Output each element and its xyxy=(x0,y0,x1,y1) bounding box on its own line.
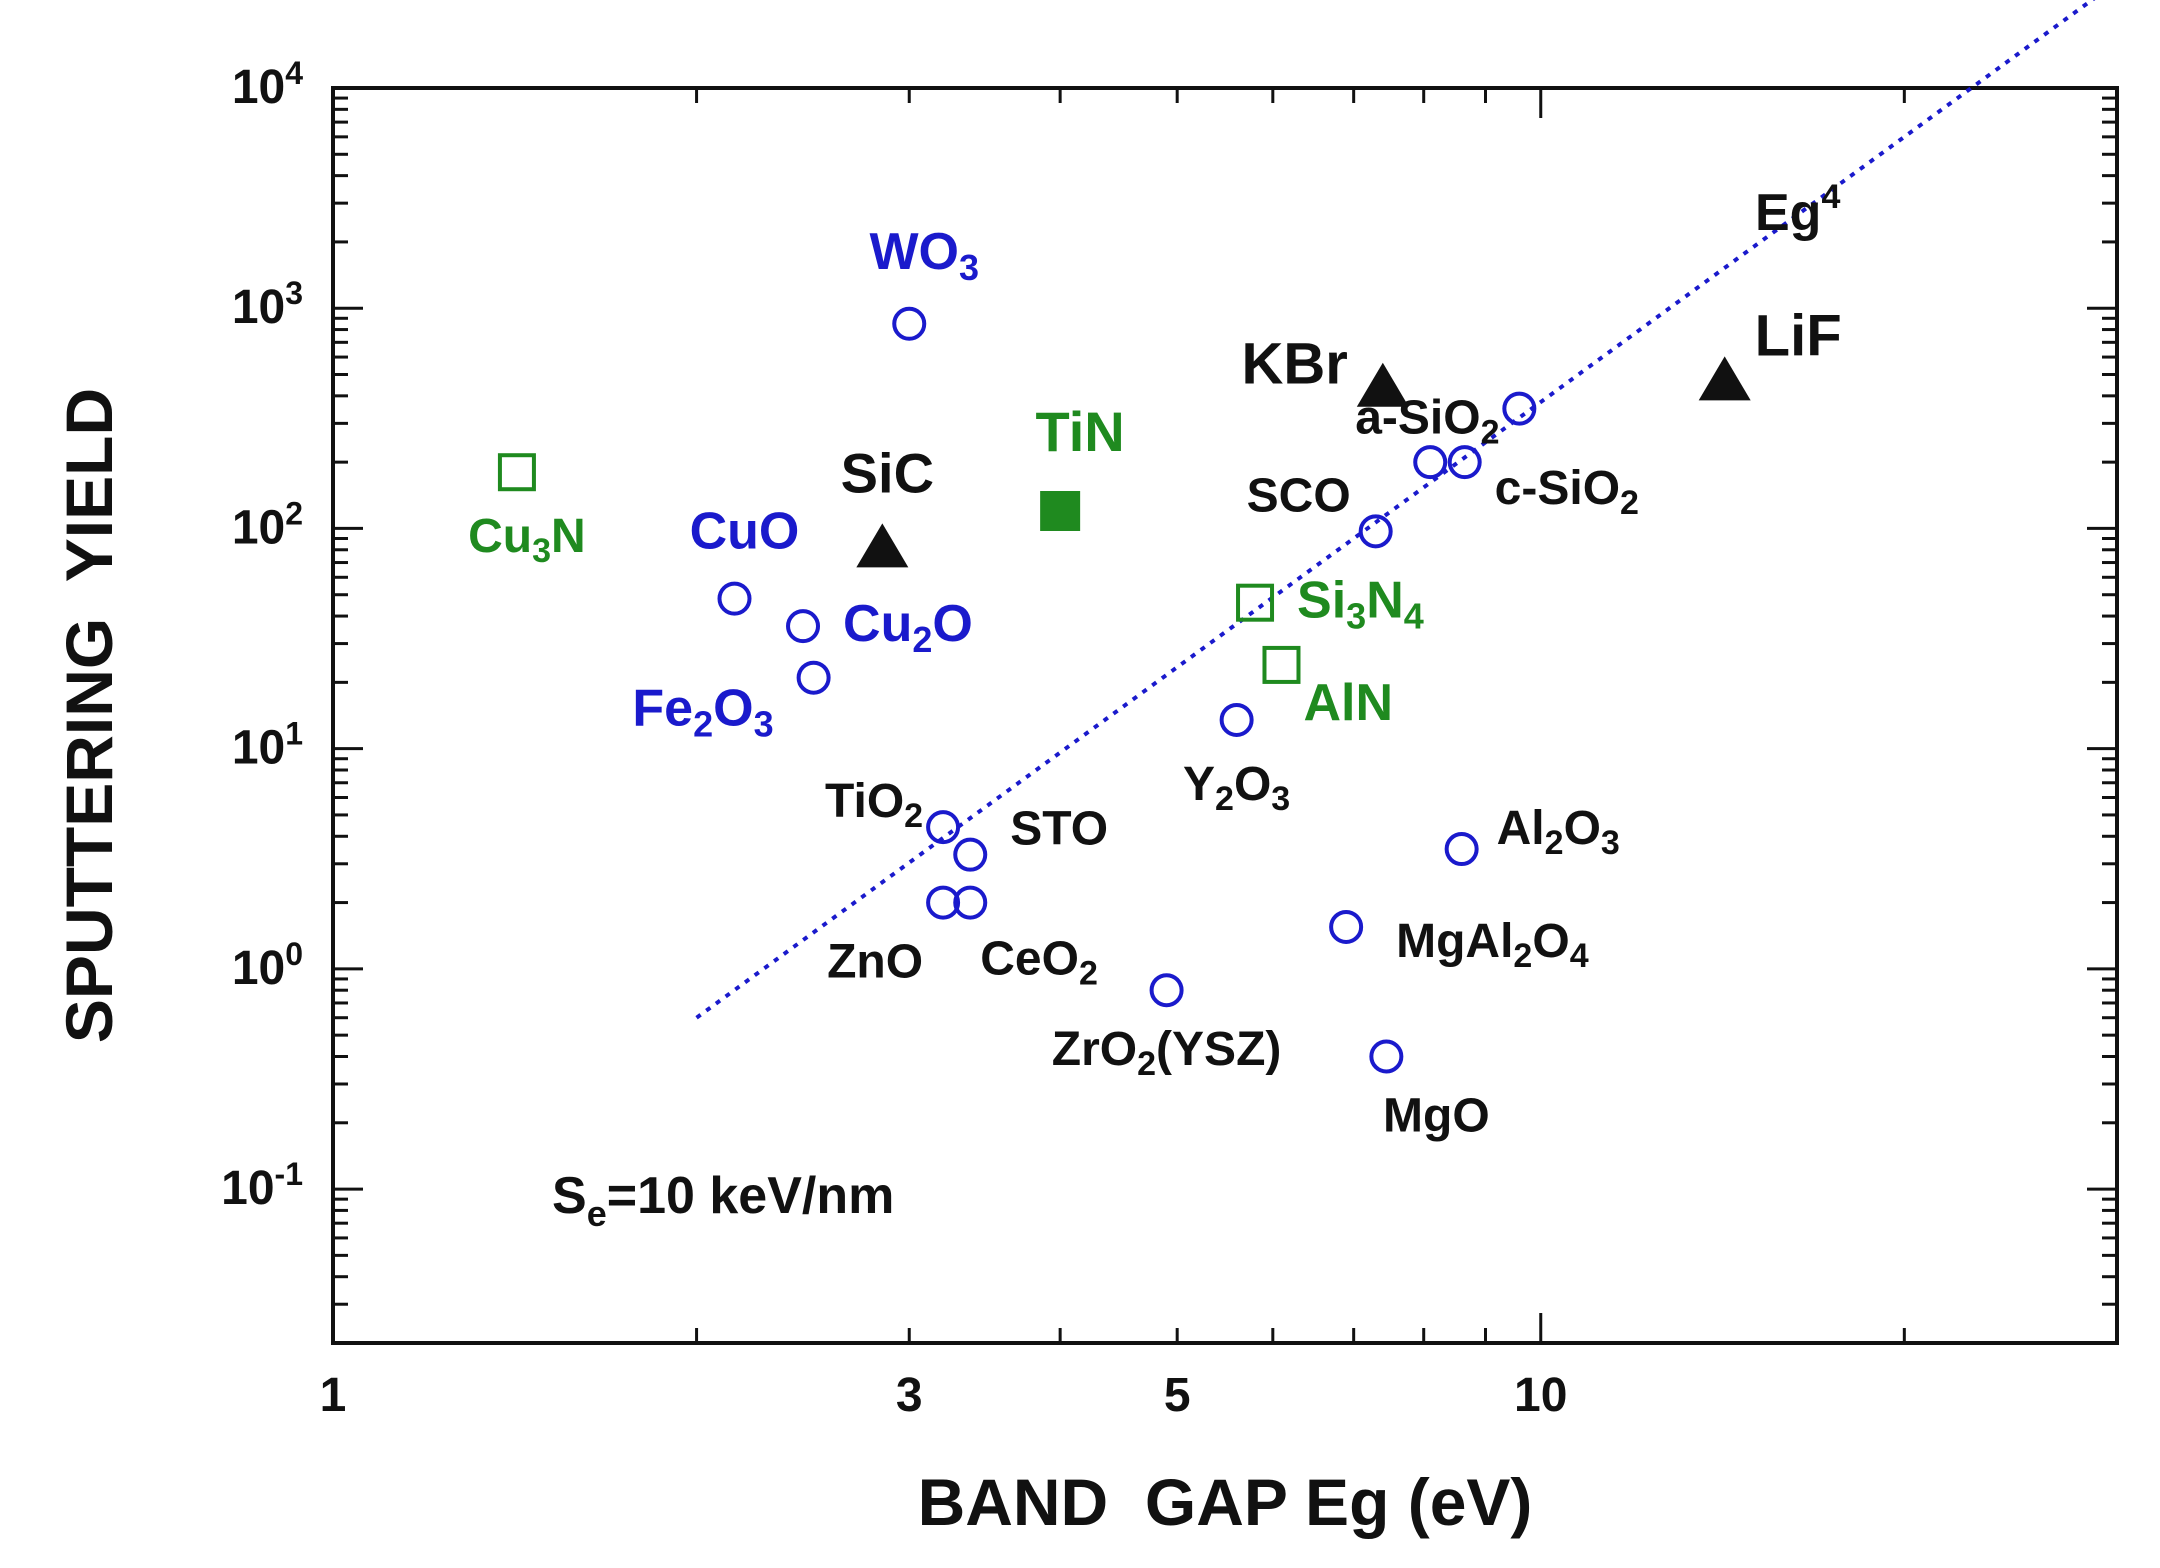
x-tick-label: 5 xyxy=(1164,1369,1191,1422)
x-axis-title: BAND GAP Eg (eV) xyxy=(918,1465,1533,1539)
data-point xyxy=(1262,645,1301,684)
data-point xyxy=(1236,583,1275,622)
data-point xyxy=(1369,1039,1404,1074)
data-point xyxy=(892,306,927,341)
series-open-square: Cu3N Si3N4 AlN xyxy=(468,453,1424,732)
data-label: LiF xyxy=(1755,303,1842,368)
data-label: SCO xyxy=(1247,469,1351,522)
series-filled-square: TiN xyxy=(1036,400,1125,531)
series-open-circle: WO3 CuO Cu2O Fe2O3 TiO2 STO ZnO CeO2 ZrO2(YSZ) Y2… xyxy=(632,223,1639,1143)
data-point xyxy=(497,453,536,492)
data-label: Si3N4 xyxy=(1297,572,1424,637)
data-label: c-SiO2 xyxy=(1495,462,1639,522)
data-label: KBr xyxy=(1241,332,1347,397)
data-label: Y2O3 xyxy=(1183,758,1290,818)
data-label: TiN xyxy=(1036,400,1125,463)
data-point xyxy=(856,523,909,568)
data-label: Fe2O3 xyxy=(632,680,773,745)
data-label: STO xyxy=(1010,803,1108,856)
data-label: ZnO xyxy=(827,936,923,989)
data-label: Al2O3 xyxy=(1497,802,1620,862)
y-tick-label: 10-1 xyxy=(221,1156,303,1215)
data-label: WO3 xyxy=(869,223,979,288)
y-axis-ticks xyxy=(333,96,2117,1345)
fit-line-label: Eg4 xyxy=(1755,178,1840,242)
x-tick-label: 3 xyxy=(896,1369,923,1422)
data-label: CeO2 xyxy=(980,933,1098,993)
data-point xyxy=(953,885,988,920)
data-point xyxy=(1356,362,1409,407)
data-point xyxy=(1502,391,1537,426)
data-point xyxy=(926,885,961,920)
data-label: AlN xyxy=(1303,674,1393,732)
data-label: TiO2 xyxy=(825,775,923,835)
y-tick-label: 104 xyxy=(232,55,303,114)
data-point xyxy=(717,581,752,616)
data-label: Cu3N xyxy=(468,510,586,570)
fit-line xyxy=(695,0,2096,1020)
data-point xyxy=(1329,909,1364,944)
data-point xyxy=(1358,514,1393,549)
series-filled-triangle: SiC KBr LiF xyxy=(841,303,1842,568)
data-point xyxy=(796,660,831,695)
x-axis-ticks xyxy=(331,88,2119,1343)
data-label: MgAl2O4 xyxy=(1396,915,1589,975)
plot-frame xyxy=(331,86,2119,1345)
data-label: MgO xyxy=(1383,1089,1490,1142)
data-point xyxy=(1698,356,1751,401)
y-tick-label: 102 xyxy=(232,495,303,554)
data-point xyxy=(786,609,821,644)
data-point xyxy=(1149,973,1184,1008)
data-label: Cu2O xyxy=(843,595,973,660)
data-label: ZrO2(YSZ) xyxy=(1052,1023,1282,1083)
data-point xyxy=(1040,490,1081,531)
y-tick-label: 101 xyxy=(232,715,303,774)
data-point xyxy=(953,837,988,872)
condition-label: Se=10 keV/nm xyxy=(552,1167,894,1234)
data-label: CuO xyxy=(690,503,800,561)
data-point xyxy=(1444,832,1479,867)
data-label: SiC xyxy=(841,441,934,504)
y-axis-title: SPUTTERING YIELD xyxy=(52,388,126,1043)
data-point xyxy=(1413,445,1448,480)
y-tick-label: 100 xyxy=(232,936,303,995)
x-tick-label: 1 xyxy=(320,1369,347,1422)
x-tick-label: 10 xyxy=(1514,1369,1567,1422)
data-point xyxy=(926,810,961,845)
data-point xyxy=(1447,445,1482,480)
data-point xyxy=(1219,702,1254,737)
y-tick-label: 103 xyxy=(232,275,303,334)
